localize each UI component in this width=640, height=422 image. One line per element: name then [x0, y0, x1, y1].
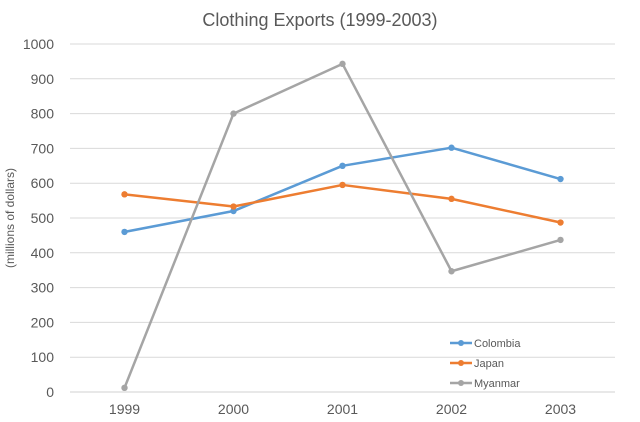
y-tick-label: 200	[31, 314, 55, 330]
y-axis-ticks: 0 100 200 300 400 500 600 700 800 900 1000	[23, 36, 54, 400]
data-point	[230, 203, 237, 210]
data-point	[557, 219, 564, 226]
series-myanmar	[121, 60, 564, 392]
legend-marker-icon	[458, 340, 464, 346]
data-point	[121, 384, 128, 392]
y-tick-label: 300	[31, 280, 55, 296]
legend-item: Japan	[450, 358, 504, 370]
x-axis-ticks: 1999 2000 2001 2002 2003	[109, 401, 576, 417]
x-tick-label: 2001	[327, 401, 358, 417]
x-tick-label: 2003	[545, 401, 576, 417]
series-line	[124, 146, 561, 234]
data-point	[230, 207, 237, 215]
legend-label: Colombia	[474, 338, 521, 350]
y-tick-label: 600	[31, 175, 55, 191]
y-tick-label: 400	[31, 245, 55, 261]
data-point	[339, 181, 346, 189]
legend-label: Japan	[474, 358, 504, 370]
y-tick-label: 100	[31, 349, 55, 365]
legend: Colombia Japan Myanmar	[450, 338, 521, 390]
y-tick-label: 1000	[23, 36, 54, 52]
data-point	[339, 60, 346, 68]
x-tick-label: 2000	[218, 401, 249, 417]
legend-marker-icon	[458, 380, 464, 386]
series-line	[124, 183, 561, 224]
data-point	[121, 191, 128, 198]
y-tick-label: 500	[31, 210, 55, 226]
y-tick-label: 900	[31, 71, 55, 87]
data-point	[230, 110, 237, 117]
series-group	[121, 60, 564, 392]
data-point	[557, 236, 564, 244]
chart-title: Clothing Exports (1999-2003)	[202, 10, 437, 30]
legend-label: Myanmar	[474, 378, 520, 390]
series-colombia	[121, 144, 564, 236]
data-point	[121, 228, 128, 236]
x-tick-label: 2002	[436, 401, 467, 417]
y-tick-label: 0	[46, 384, 54, 400]
y-tick-label: 700	[31, 140, 55, 156]
data-point	[448, 268, 455, 275]
data-point	[557, 175, 564, 183]
legend-item: Colombia	[450, 338, 521, 350]
legend-item: Myanmar	[450, 378, 520, 390]
y-axis-label: (millions of dollars)	[3, 168, 17, 268]
data-point	[448, 144, 455, 151]
gridlines	[70, 43, 615, 393]
data-point	[339, 162, 346, 169]
x-tick-label: 1999	[109, 401, 140, 417]
y-tick-label: 800	[31, 106, 55, 122]
legend-marker-icon	[458, 360, 464, 366]
data-point	[448, 195, 455, 203]
